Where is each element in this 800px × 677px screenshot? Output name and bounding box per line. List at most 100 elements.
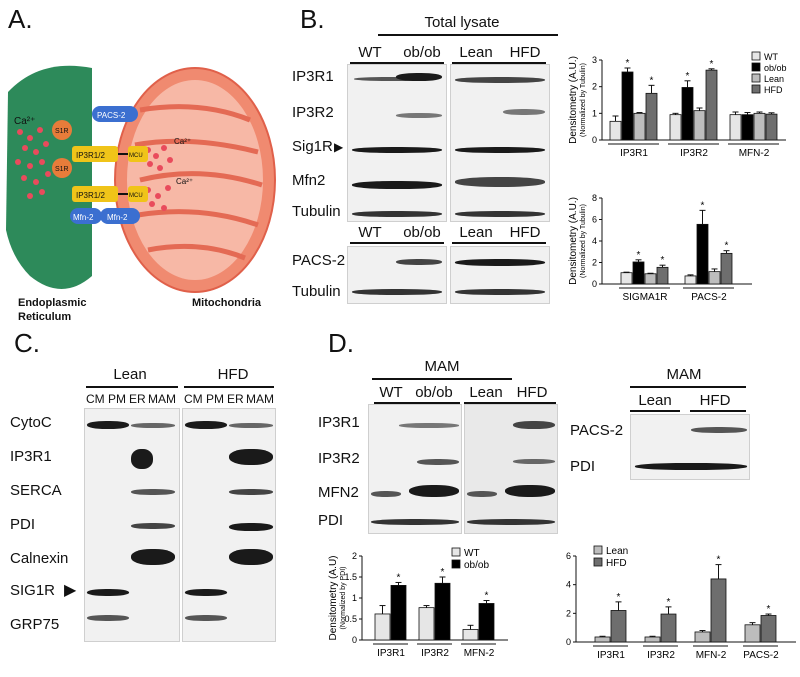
b-group-hfd-2: HFD	[509, 224, 541, 241]
significance-mark: *	[637, 250, 641, 261]
bar	[710, 578, 727, 643]
b-row-sig1r: Sig1R	[292, 138, 333, 155]
panel-d-letter: D.	[328, 328, 354, 358]
b-row-mfn2: Mfn2	[292, 172, 326, 189]
y-tick-label: 2	[566, 608, 571, 618]
mfn2-mito-box	[100, 208, 140, 224]
bar	[621, 71, 634, 141]
b-row-ip3r1: IP3R1	[292, 68, 334, 85]
s1r-circle-1	[52, 120, 72, 140]
c-lane-6: PM	[206, 392, 224, 406]
legend-label: HFD	[606, 558, 627, 569]
legend-label: Lean	[764, 74, 784, 84]
legend-swatch	[751, 84, 761, 94]
category-label: MFN-2	[696, 650, 727, 661]
y-tick-label: 1	[352, 593, 357, 603]
y-tick-label: 4	[592, 236, 597, 246]
bar	[681, 87, 694, 141]
b-blot-left-bottom	[347, 246, 447, 304]
er-name-line-1: Endoplasmic	[18, 297, 87, 309]
c-row-sig1r: SIG1R	[10, 582, 56, 599]
bar	[656, 266, 669, 285]
mitochondrion-inner	[127, 80, 263, 280]
category-label: IP3R1	[620, 148, 648, 159]
d-group-hfd-right: HFD	[699, 392, 731, 409]
c-arrow-sig1r: ▶	[64, 582, 77, 599]
er-name-line-2: Reticulum	[18, 311, 72, 323]
chart-d-left: 0 0.5 1 1.5 2 Densitometry (A.U) (Normalized b…	[328, 547, 508, 659]
bar	[705, 69, 718, 141]
significance-mark: *	[661, 255, 665, 266]
legend-swatch	[751, 73, 761, 83]
bar	[374, 613, 391, 641]
category-label: IP3R2	[421, 648, 449, 659]
category-label: SIGMA1R	[622, 292, 667, 303]
c-row-grp75: GRP75	[10, 616, 60, 633]
panel-a-letter: A.	[8, 4, 33, 34]
b-group-wt-2: WT	[358, 224, 382, 241]
y-tick-label: 0	[592, 279, 597, 289]
legend-swatch	[751, 62, 761, 72]
mfn2-er-box	[70, 208, 102, 224]
bar	[684, 275, 697, 285]
y-tick-label: 2	[592, 82, 597, 92]
bar	[434, 582, 451, 641]
c-row-ip3r1: IP3R1	[10, 448, 52, 465]
y-tick-label: 0	[566, 637, 571, 647]
bar	[620, 272, 633, 285]
b-group-lean-2: Lean	[459, 224, 493, 241]
b-row-pacs2: PACS-2	[292, 252, 346, 269]
significance-mark: *	[686, 71, 690, 82]
b-group-lean: Lean	[459, 44, 493, 61]
ip3r-label-1: IP3R1/2	[76, 151, 105, 160]
legend-swatch	[593, 545, 603, 555]
bar	[633, 112, 646, 141]
y-tick-label: 2	[592, 258, 597, 268]
d-row-ip3r2: IP3R2	[318, 450, 360, 467]
mcu-box-1	[128, 146, 148, 162]
y-tick-label: 3	[592, 55, 597, 65]
bar	[594, 636, 611, 643]
d-group-hfd: HFD	[516, 384, 548, 401]
significance-mark: *	[441, 567, 445, 578]
pacs2-label: PACS-2	[97, 111, 126, 120]
bar	[660, 613, 677, 643]
legend-label: ob/ob	[464, 560, 489, 571]
legend-swatch	[451, 547, 461, 557]
y-tick-label: 4	[566, 580, 571, 590]
s1r-circle-2	[52, 158, 72, 178]
legend-label: HFD	[764, 85, 783, 95]
b-blot-right-bottom	[450, 246, 550, 304]
category-label: IP3R2	[680, 148, 708, 159]
c-row-serca: SERCA	[10, 482, 62, 499]
chart-b-bottom: 0 2 4 6 8 Densitometry (A.U.) (Normalized by T…	[568, 193, 752, 303]
y-axis-label: Densitometry (A.U)	[328, 555, 339, 640]
y-axis-sublabel: (Normalized by PDI)	[340, 566, 347, 629]
significance-mark: *	[650, 75, 654, 86]
bar	[609, 120, 622, 141]
category-label: PACS-2	[743, 650, 779, 661]
bar	[696, 223, 709, 285]
bar	[753, 112, 766, 141]
b-group-obob: ob/ob	[403, 44, 441, 61]
category-label: IP3R1	[597, 650, 625, 661]
y-tick-label: 0.5	[344, 614, 357, 624]
b-row-tubulin-2: Tubulin	[292, 283, 341, 300]
y-axis-label: Densitometry (A.U.)	[568, 56, 579, 144]
y-tick-label: 0	[592, 135, 597, 145]
er-calcium-dots	[15, 127, 51, 199]
legend-swatch	[751, 51, 761, 61]
y-tick-label: 1.5	[344, 572, 357, 582]
bar	[610, 610, 627, 643]
c-blot-lean	[84, 408, 180, 642]
legend-label: ob/ob	[764, 63, 787, 73]
significance-mark: *	[626, 58, 630, 69]
bar	[645, 92, 658, 141]
bar	[644, 273, 657, 285]
bar	[632, 261, 645, 285]
d-row-pacs2-right: PACS-2	[570, 422, 624, 439]
panel-a-schematic: Ca²⁺ PACS-2 S1R S1R IP3R1/2 IP3R1/2 MCU …	[6, 65, 276, 293]
bar	[669, 114, 682, 141]
legend-label: WT	[464, 548, 480, 559]
